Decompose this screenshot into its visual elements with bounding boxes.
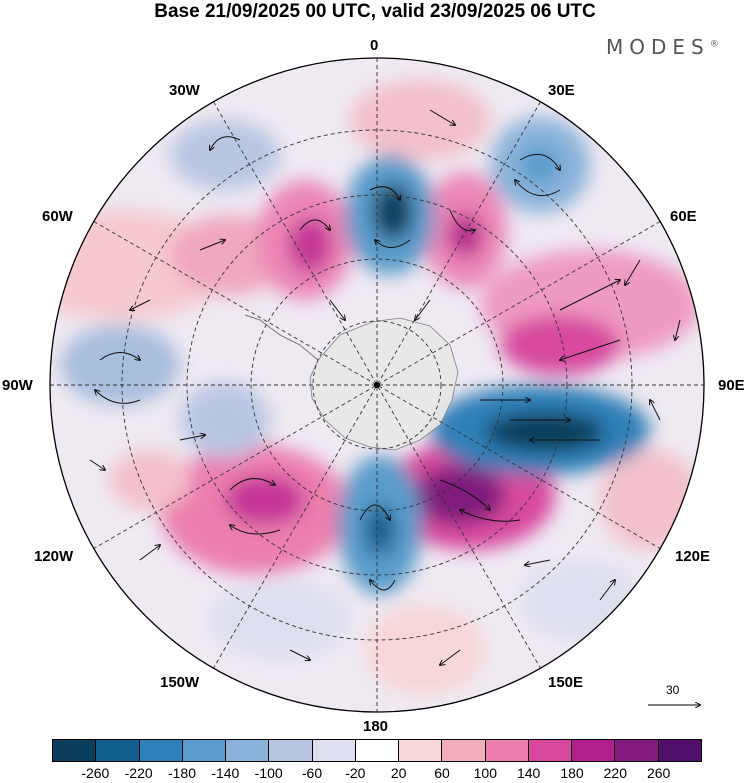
colorbar-tick-label: -180 bbox=[167, 765, 197, 781]
colorbar-tick-label: -260 bbox=[81, 765, 110, 781]
lon-label-150e: 150E bbox=[548, 674, 584, 691]
lon-label-60e: 60E bbox=[670, 208, 697, 225]
colorbar-swatch bbox=[226, 740, 270, 761]
colorbar-tick-label: -60 bbox=[301, 765, 323, 781]
reference-vector-value: 30 bbox=[666, 683, 680, 697]
antarctic-peninsula bbox=[244, 314, 319, 361]
colorbar-tick-label: -140 bbox=[211, 765, 240, 781]
lon-label-150w: 150W bbox=[160, 674, 200, 691]
lon-label-180: 180 bbox=[363, 718, 389, 735]
registered-mark: ® bbox=[709, 39, 719, 50]
colorbar-tick-label: 100 bbox=[473, 765, 498, 781]
colorbar-swatch bbox=[528, 740, 573, 761]
colorbar-swatch bbox=[485, 740, 529, 761]
lon-label-120e: 120E bbox=[675, 548, 711, 565]
lon-label-0: 0 bbox=[370, 37, 379, 54]
lon-label-30w: 30W bbox=[169, 82, 200, 99]
colorbar-tick-label: 60 bbox=[434, 765, 450, 781]
colorbar-swatch bbox=[182, 740, 227, 761]
colorbar-tick-label: -220 bbox=[124, 765, 153, 781]
colorbar-tick-label: 220 bbox=[603, 765, 628, 781]
colorbar-swatch bbox=[53, 740, 97, 761]
lon-label-90e: 90E bbox=[718, 377, 745, 394]
colorbar-swatch bbox=[312, 740, 356, 761]
colorbar-swatch bbox=[355, 740, 400, 761]
colorbar-swatch bbox=[399, 740, 443, 761]
lon-label-60w: 60W bbox=[42, 208, 73, 225]
wind-vectors bbox=[89, 109, 681, 665]
antarctica-landmass bbox=[309, 317, 459, 451]
colorbar-tick-label: -100 bbox=[254, 765, 283, 781]
map-boundary bbox=[49, 57, 705, 713]
colorbar-tick-label: 180 bbox=[560, 765, 584, 781]
colorbar-tick-label: 260 bbox=[646, 765, 671, 781]
colorbar bbox=[52, 739, 702, 762]
colorbar-swatch bbox=[572, 740, 616, 761]
graticule bbox=[50, 58, 704, 712]
colorbar-swatch bbox=[442, 740, 486, 761]
lon-label-120w: 120W bbox=[34, 548, 74, 565]
colorbar-swatch bbox=[658, 740, 701, 761]
lon-label-90w: 90W bbox=[2, 377, 33, 394]
modes-logo: MODES® bbox=[606, 35, 719, 59]
map-title: Base 21/09/2025 00 UTC, valid 23/09/2025… bbox=[154, 1, 596, 22]
colorbar-swatch bbox=[615, 740, 659, 761]
lon-label-30e: 30E bbox=[548, 82, 575, 99]
anomaly-field bbox=[50, 80, 700, 695]
colorbar-swatch bbox=[96, 740, 140, 761]
colorbar-swatch bbox=[269, 740, 313, 761]
colorbar-tick-label: -20 bbox=[345, 765, 366, 781]
colorbar-tick-label: 140 bbox=[516, 765, 541, 781]
brand-name: MODES bbox=[606, 35, 710, 59]
colorbar-tick-label: 20 bbox=[390, 765, 407, 781]
colorbar-swatch bbox=[139, 740, 183, 761]
